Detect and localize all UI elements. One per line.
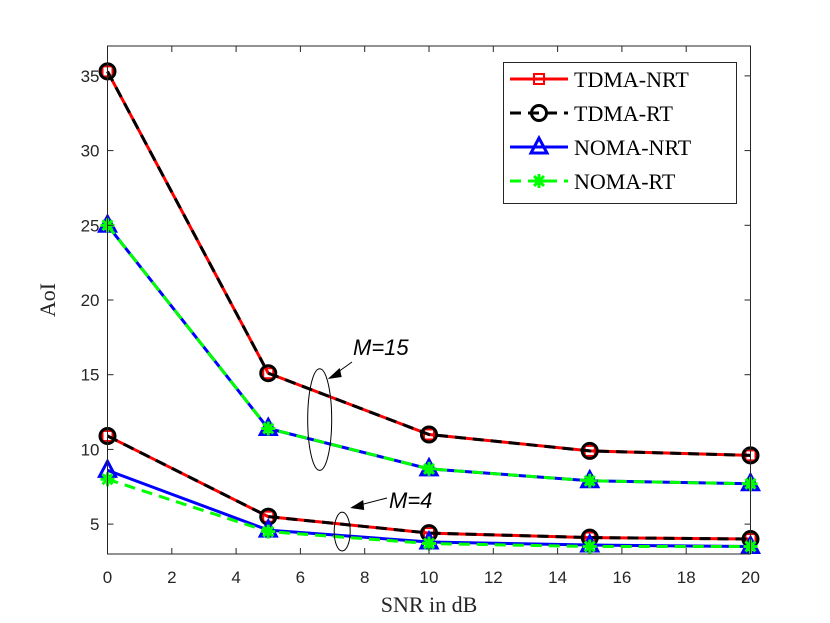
data-point-star	[261, 524, 276, 539]
arrowhead-m15	[327, 368, 342, 379]
data-point-square	[423, 428, 435, 441]
legend-marker-square	[533, 73, 545, 85]
data-point-square	[262, 367, 275, 380]
annotation-m15: M=15	[353, 335, 409, 360]
legend-item-noma-rt: NOMA-RT	[510, 169, 676, 194]
legend-label: NOMA-RT	[574, 169, 676, 194]
axes-layer: 0 2 4 6 8 10 12 14 16 18 20 5 10 15 20 25 30 35	[81, 45, 760, 587]
y-tick-label: 35	[81, 67, 100, 86]
y-tick-label: 25	[81, 216, 100, 235]
data-point-circle	[259, 364, 278, 383]
y-tick-label: 20	[81, 291, 100, 310]
y-tick-label: 10	[81, 440, 100, 459]
x-tick-label: 20	[741, 568, 760, 587]
legend-marker-triangle	[528, 134, 550, 155]
data-point-star	[582, 473, 597, 488]
x-axis-label: SNR in dB	[381, 592, 478, 617]
legend: TDMA-NRT TDMA-RT NOMA-NRT NOMA-RT	[503, 62, 737, 204]
legend-item-tdma-rt: TDMA-RT	[510, 101, 673, 126]
x-tick-label: 18	[677, 568, 696, 587]
legend-marker-circle	[530, 104, 548, 122]
y-axis-label: AoI	[35, 283, 60, 317]
legend-label: TDMA-NRT	[574, 67, 689, 92]
x-tick-label: 8	[360, 568, 369, 587]
legend-label: TDMA-RT	[574, 101, 673, 126]
legend-item-tdma-nrt: TDMA-NRT	[510, 67, 689, 92]
data-point-star	[582, 539, 597, 554]
legend-label: NOMA-NRT	[574, 135, 692, 160]
annotation-m4: M=4	[389, 488, 432, 513]
data-point-star	[261, 421, 276, 436]
x-tick-label: 16	[612, 568, 631, 587]
legend-marker-star	[532, 174, 546, 188]
legend-item-noma-nrt: NOMA-NRT	[510, 134, 692, 160]
y-tick-label: 30	[81, 142, 100, 161]
ellipse-m15	[307, 368, 333, 471]
data-point-circle	[580, 441, 599, 460]
data-point-star	[422, 461, 436, 476]
x-tick-label: 10	[420, 568, 439, 587]
y-tick-label: 15	[81, 366, 100, 385]
ellipse-m4	[333, 511, 351, 552]
x-tick-label: 4	[231, 568, 240, 587]
x-tick-label: 6	[296, 568, 305, 587]
series-line	[106, 70, 751, 457]
arrowhead-m4	[350, 500, 365, 510]
x-tick-label: 12	[484, 568, 503, 587]
series-noma-rt-m-15	[100, 218, 758, 491]
series-noma-rt-m-4	[100, 472, 758, 554]
x-tick-label: 2	[167, 568, 176, 587]
annotations-layer: M=15 M=4	[307, 335, 432, 552]
x-tick-label: 14	[548, 568, 567, 587]
x-tick-label: 0	[103, 568, 112, 587]
data-point-circle	[420, 425, 438, 444]
y-tick-label: 5	[90, 515, 99, 534]
